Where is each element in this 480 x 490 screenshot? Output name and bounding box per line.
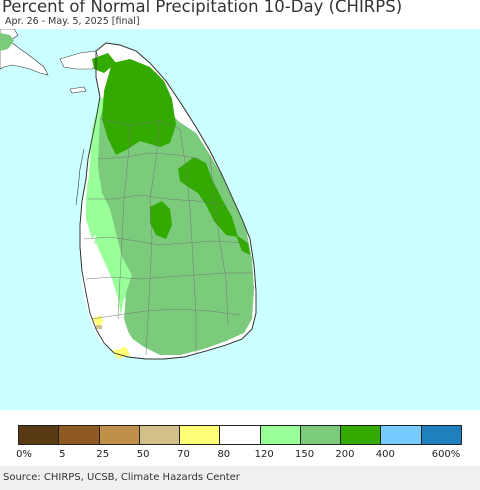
- precip-dark-green-westpatch: [106, 129, 118, 141]
- legend-tick-label: 400: [375, 449, 395, 460]
- legend-tick-label: 120: [254, 449, 274, 460]
- legend-swatch: [59, 426, 100, 444]
- precip-light-green-west: [86, 179, 104, 239]
- sri-lanka-coastline: [79, 42, 257, 360]
- legend-tick-label: 150: [294, 449, 315, 460]
- legend-tick-label: 600%: [431, 449, 461, 460]
- color-legend: [18, 425, 462, 445]
- precip-tan-west: [96, 325, 102, 329]
- legend-swatch: [381, 426, 422, 444]
- legend-swatch: [19, 426, 60, 444]
- precip-dark-green-coast: [236, 235, 250, 255]
- mannar-island: [69, 86, 87, 94]
- legend-swatch: [139, 426, 181, 444]
- map-subtitle: Apr. 26 - May. 5, 2025 [final]: [5, 16, 140, 27]
- legend-swatch: [421, 426, 461, 444]
- legend-tick-label: 5: [59, 449, 66, 460]
- legend-tick-label: 0%: [16, 449, 32, 460]
- map-title: Percent of Normal Precipitation 10-Day (…: [2, 0, 403, 16]
- precip-yellow-west: [92, 315, 104, 327]
- legend-tick-label: 200: [335, 449, 355, 460]
- western-lagoon-line: [75, 148, 85, 206]
- legend-swatch: [300, 426, 342, 444]
- source-bar: Source: CHIRPS, UCSB, Climate Hazards Ce…: [0, 466, 480, 490]
- source-text: Source: CHIRPS, UCSB, Climate Hazards Ce…: [3, 472, 240, 483]
- precipitation-map: [0, 29, 480, 410]
- precip-medium-green: [98, 85, 254, 355]
- precip-dark-green-central: [150, 201, 172, 239]
- precip-dark-green-northtip: [92, 53, 116, 73]
- legend-swatch: [260, 426, 301, 444]
- legend-tick-label: 70: [177, 449, 190, 460]
- india-landmass: [0, 29, 49, 76]
- legend-swatch: [180, 426, 221, 444]
- precip-dark-green-east: [178, 157, 238, 237]
- legend-tick-label: 80: [217, 449, 231, 460]
- legend-swatch: [341, 426, 382, 444]
- precip-dark-green-north: [102, 59, 176, 155]
- district-boundaries: [83, 118, 252, 356]
- legend-swatch: [220, 426, 261, 444]
- india-green-zone: [0, 33, 14, 51]
- legend-ticks: 0% 5 25 50 70 80 120 150 200 400 600%: [0, 449, 480, 463]
- legend-tick-label: 25: [96, 449, 110, 460]
- legend-tick-label: 50: [136, 449, 150, 460]
- legend-swatch: [99, 426, 140, 444]
